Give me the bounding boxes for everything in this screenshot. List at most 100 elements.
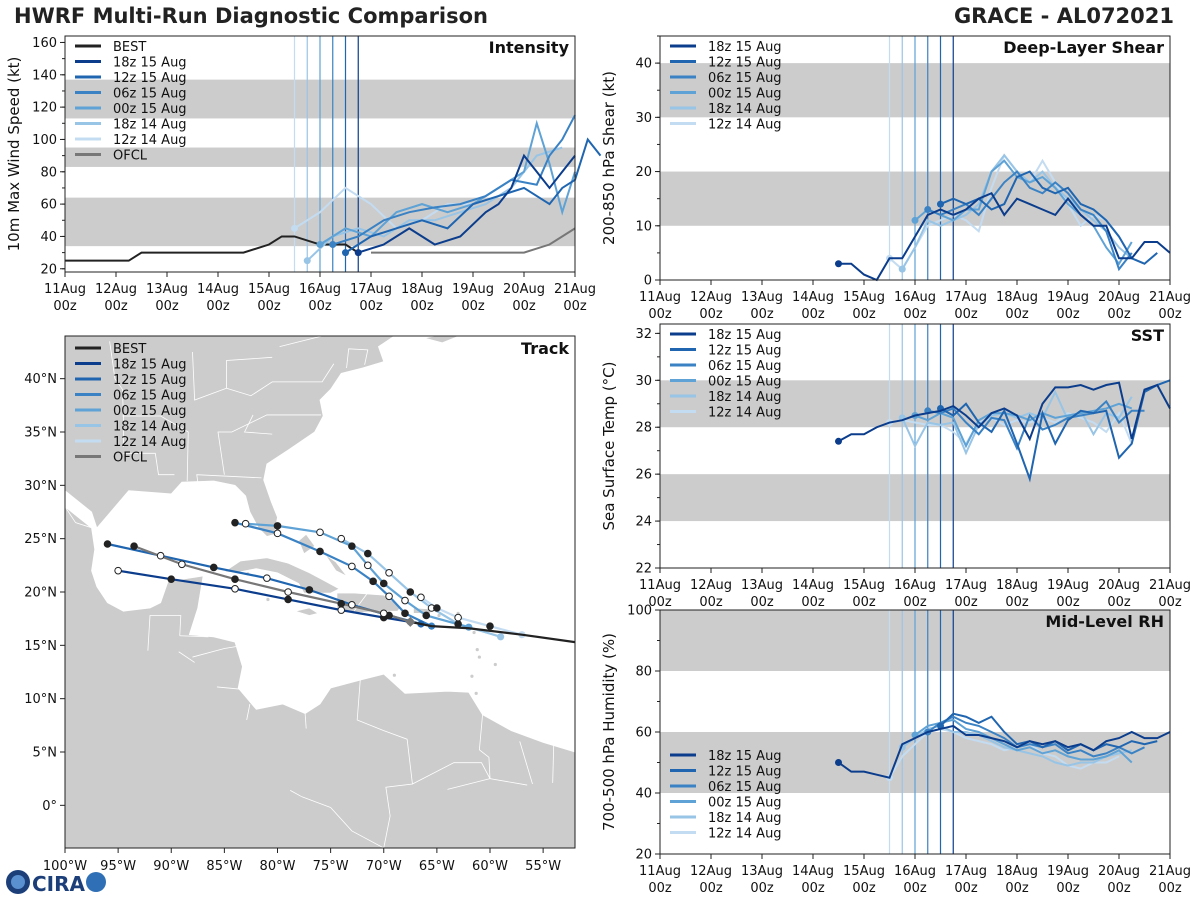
track-legend-label: OFCL xyxy=(113,451,148,466)
track-fix-marker xyxy=(231,518,239,527)
map-border xyxy=(65,506,96,530)
rh-xtick-label: 14Aug xyxy=(792,864,834,879)
track-fix-marker xyxy=(385,569,393,577)
map-border xyxy=(346,348,369,369)
track-fix-marker xyxy=(156,551,165,560)
small-island xyxy=(266,597,270,602)
shear-series-start-point xyxy=(924,206,932,214)
cira-logo: CIRA xyxy=(6,870,106,896)
intensity-series-start-point xyxy=(354,249,362,257)
sst-xtick-label: 14Aug xyxy=(792,578,834,593)
rh-series-line xyxy=(914,718,1133,764)
sst-series-line xyxy=(901,389,1133,456)
track-ofcl-marker xyxy=(178,560,186,569)
rh-xtick-label: 13Aug xyxy=(741,864,783,879)
shear-title: Deep-Layer Shear xyxy=(1003,38,1164,57)
rh-legend-label: 12z 15 Aug xyxy=(708,765,782,780)
track-ytick-label: 15°N xyxy=(24,639,57,654)
intensity-xtick-sublabel: 00z xyxy=(206,299,230,314)
rh-xtick-label: 21Aug xyxy=(1149,864,1191,879)
intensity-xtick-sublabel: 00z xyxy=(563,299,587,314)
small-island xyxy=(166,812,170,816)
shear-series-start-point xyxy=(898,265,906,273)
track-lines xyxy=(103,518,575,644)
sst-legend-label: 12z 14 Aug xyxy=(708,406,782,421)
shear-xtick-sublabel: 00z xyxy=(1056,307,1080,322)
track-fix-marker xyxy=(433,604,441,612)
sst-ytick-label: 26 xyxy=(635,468,652,483)
sst-xtick-label: 15Aug xyxy=(843,578,885,593)
intensity-panel: 20 40 60 80 100 120 140 160 11Aug 00z 12Aug 00z 13Au… xyxy=(5,35,602,314)
intensity-ytick-label: 160 xyxy=(32,36,57,51)
track-fix-marker xyxy=(348,542,356,550)
sst-xtick-sublabel: 00z xyxy=(1107,595,1131,610)
track-legend-label: 06z 15 Aug xyxy=(113,389,187,404)
intensity-series-line xyxy=(332,114,576,246)
track-legend-label: 18z 15 Aug xyxy=(113,358,187,373)
sst-xtick-label: 17Aug xyxy=(945,578,987,593)
sst-xtick-sublabel: 00z xyxy=(1056,595,1080,610)
central-south-america xyxy=(65,336,575,848)
track-ytick-label: 40°N xyxy=(24,372,57,387)
intensity-series-line xyxy=(357,153,576,254)
map-border xyxy=(478,714,528,786)
shear-panel: 0 10 20 30 40 11Aug 00z 12Aug 00z 13Aug 00z 14Aug 00… xyxy=(600,35,1191,322)
intensity-ytick-label: 140 xyxy=(32,68,57,83)
track-fix-marker xyxy=(486,622,494,630)
intensity-xtick-label: 19Aug xyxy=(452,282,494,297)
track-xtick-label: 85°W xyxy=(206,859,242,874)
track-ytick-label: 10°N xyxy=(24,692,57,707)
map-border xyxy=(216,686,240,690)
map-border xyxy=(178,651,195,663)
shear-xtick-sublabel: 00z xyxy=(801,307,825,322)
track-fix-marker xyxy=(273,529,282,538)
intensity-series-start-point xyxy=(303,257,311,265)
bahamas-south-land xyxy=(325,554,347,577)
intensity-xtick-sublabel: 00z xyxy=(104,299,128,314)
map-border xyxy=(196,474,262,483)
sst-legend-label: 12z 15 Aug xyxy=(708,344,782,359)
track-title: Track xyxy=(521,339,569,358)
sst-ytick-label: 32 xyxy=(635,327,652,342)
shear-xtick-label: 12Aug xyxy=(690,290,732,305)
rh-series-start-point xyxy=(835,759,842,766)
track-ytick-label: 25°N xyxy=(24,532,57,547)
intensity-series-line xyxy=(306,146,563,262)
track-fix-marker xyxy=(263,574,271,582)
sst-xtick-label: 18Aug xyxy=(996,578,1038,593)
track-xtick-label: 95°W xyxy=(100,859,136,874)
rh-series-line xyxy=(837,724,1171,779)
map-border xyxy=(217,414,322,475)
intensity-series-start-point xyxy=(291,224,298,232)
shear-xtick-sublabel: 00z xyxy=(750,307,774,322)
sst-xtick-label: 12Aug xyxy=(690,578,732,593)
small-island xyxy=(159,809,163,813)
sst-xtick-sublabel: 00z xyxy=(903,595,927,610)
intensity-xtick-sublabel: 00z xyxy=(410,299,434,314)
map-border xyxy=(122,415,189,482)
rh-ylabel: 700-500 hPa Humidity (%) xyxy=(600,633,618,831)
track-ytick-label: 30°N xyxy=(24,479,57,494)
rh-xtick-sublabel: 00z xyxy=(954,881,978,896)
sst-ylabel: Sea Surface Temp (°C) xyxy=(600,361,618,530)
shear-ytick-label: 40 xyxy=(635,57,652,72)
north-america-land xyxy=(65,336,405,537)
intensity-series-start-point xyxy=(316,241,324,249)
rh-xtick-label: 11Aug xyxy=(639,864,681,879)
track-xtick-label: 90°W xyxy=(153,859,189,874)
track-fix-marker xyxy=(316,528,324,537)
rh-legend-label: 18z 15 Aug xyxy=(708,749,782,764)
cira-logo-text: CIRA xyxy=(32,872,86,896)
track-ofcl-marker xyxy=(379,609,388,618)
shear-series-start-point xyxy=(937,200,944,208)
shear-xtick-sublabel: 00z xyxy=(699,307,723,322)
shear-series-start-point xyxy=(835,260,842,268)
intensity-legend-label: 12z 15 Aug xyxy=(113,71,187,86)
track-fix-marker xyxy=(364,549,372,558)
sst-ytick-label: 30 xyxy=(635,374,652,389)
track-ofcl-marker xyxy=(130,542,138,550)
rh-xtick-sublabel: 00z xyxy=(699,881,723,896)
intensity-legend-label: OFCL xyxy=(113,149,148,164)
intensity-ytick-label: 20 xyxy=(40,262,57,277)
map-border xyxy=(192,644,244,658)
